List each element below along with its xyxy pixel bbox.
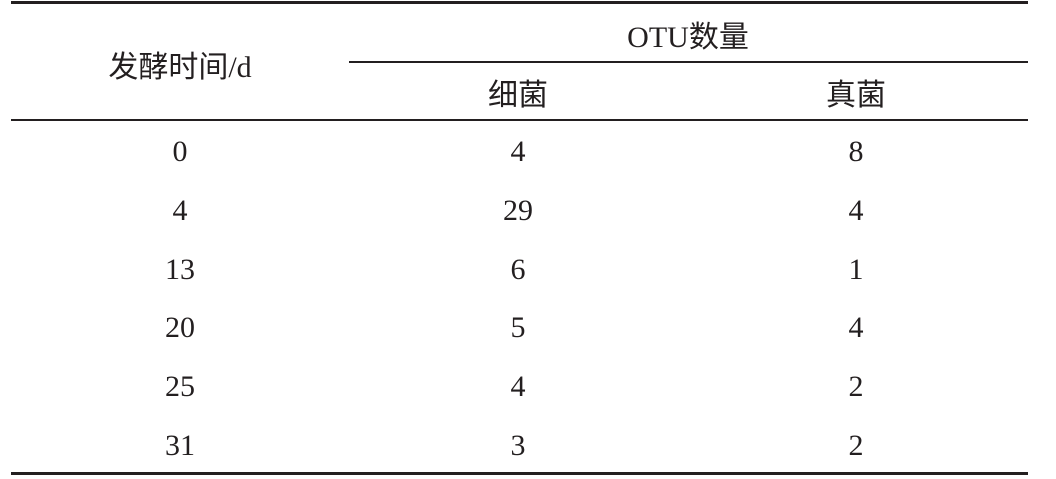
cell-time: 31 [165, 429, 195, 462]
header-rule [11, 119, 1028, 121]
cell-time: 4 [172, 193, 188, 227]
cell-fungi: 1 [848, 252, 864, 286]
header-bacteria: 细菌 [488, 79, 548, 112]
cell-bacteria: 5 [510, 311, 526, 345]
cell-time: 13 [165, 252, 195, 286]
cell-bacteria: 6 [510, 252, 526, 286]
header-fermentation-time: 发酵时间/d [108, 51, 252, 84]
cell-fungi: 8 [848, 135, 864, 168]
header-otu-count: OTU数量 [627, 21, 749, 54]
cell-time: 20 [165, 311, 195, 345]
group-rule [349, 61, 1028, 63]
cell-fungi: 4 [848, 193, 864, 227]
cell-fungi: 2 [848, 429, 864, 462]
cell-time: 25 [165, 370, 195, 404]
cell-fungi: 4 [848, 311, 864, 345]
bottom-rule [11, 472, 1028, 475]
cell-bacteria: 3 [510, 429, 526, 462]
header-fungi: 真菌 [826, 79, 886, 112]
top-rule [11, 1, 1028, 4]
cell-bacteria: 4 [510, 370, 526, 404]
cell-bacteria: 29 [503, 193, 533, 227]
cell-fungi: 2 [848, 370, 864, 404]
cell-bacteria: 4 [510, 135, 526, 168]
cell-time: 0 [172, 135, 188, 168]
